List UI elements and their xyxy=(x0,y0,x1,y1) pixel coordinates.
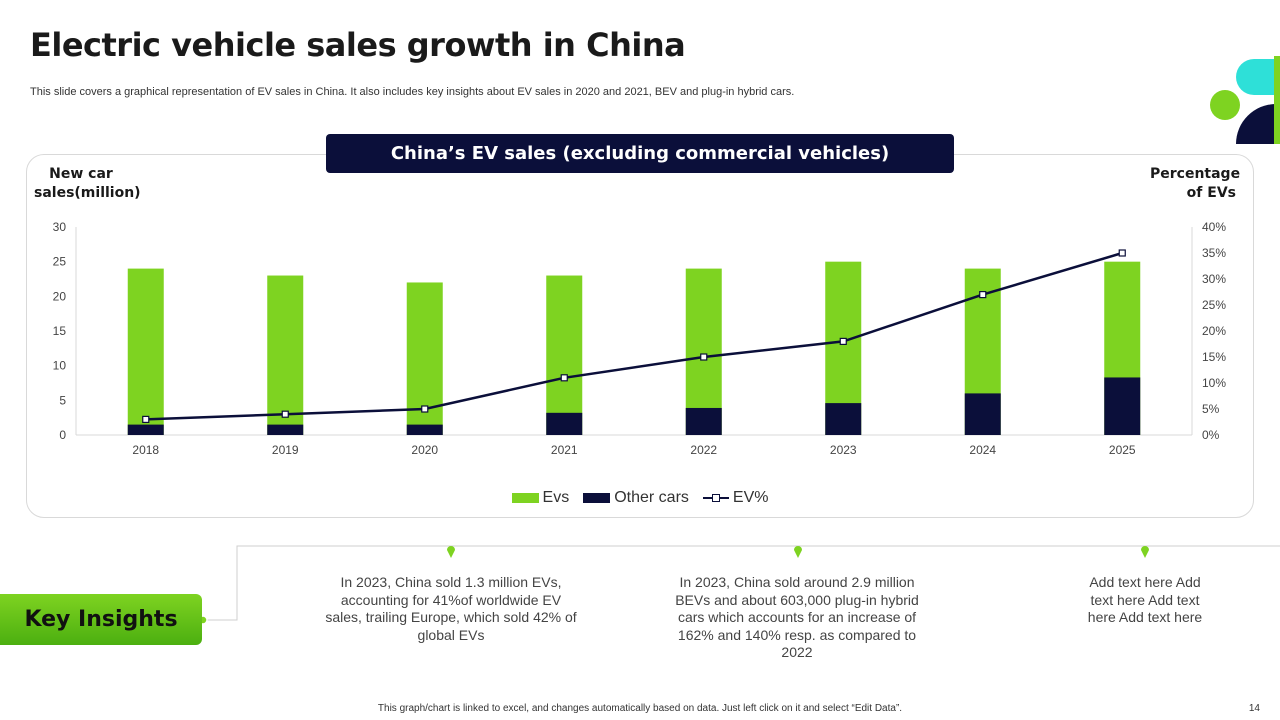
bar-other-cars xyxy=(546,412,583,435)
point-ev-percent xyxy=(839,337,847,345)
bar-other-cars xyxy=(127,424,164,435)
right-axis-title: Percentage of EVs xyxy=(1150,165,1241,203)
y-tick-label-left: 25 xyxy=(53,255,67,269)
y-tick-label-right: 20% xyxy=(1202,324,1226,338)
bar-evs xyxy=(685,268,722,435)
point-ev-percent xyxy=(1118,249,1126,257)
y-tick-label-right: 15% xyxy=(1202,350,1226,364)
x-tick-label: 2020 xyxy=(411,443,438,457)
y-tick-label-right: 40% xyxy=(1202,220,1226,234)
y-tick-label-right: 35% xyxy=(1202,246,1226,260)
point-ev-percent xyxy=(979,291,987,299)
point-ev-percent xyxy=(560,374,568,382)
x-tick-label: 2018 xyxy=(132,443,159,457)
chart-legend: Evs Other cars EV% xyxy=(0,489,1280,507)
point-ev-percent xyxy=(142,415,150,423)
x-tick-label: 2024 xyxy=(969,443,996,457)
legend-swatch xyxy=(702,493,729,503)
point-ev-percent xyxy=(700,353,708,361)
page-number: 14 xyxy=(1248,703,1260,714)
y-tick-label-left: 10 xyxy=(53,359,67,373)
left-axis-title-line: New car xyxy=(49,166,113,182)
bar-other-cars xyxy=(825,403,862,435)
right-axis-title-line: Percentage xyxy=(1150,166,1241,182)
bar-evs xyxy=(546,275,583,435)
right-axis-title-line: of EVs xyxy=(1186,185,1236,201)
key-insights-label: Key Insights xyxy=(0,594,202,645)
insight-text-3: Add text here Add text here Add text her… xyxy=(1087,574,1203,626)
left-axis-title-line: sales(million) xyxy=(34,185,141,201)
chart-title: China’s EV sales (excluding commercial v… xyxy=(326,134,954,173)
bar-other-cars xyxy=(685,407,722,435)
y-tick-label-left: 5 xyxy=(59,393,66,407)
y-tick-label-right: 5% xyxy=(1202,402,1220,416)
y-tick-label-left: 20 xyxy=(53,289,67,303)
corner-decoration xyxy=(1210,56,1280,144)
legend-label: EV% xyxy=(732,489,769,506)
legend-swatch xyxy=(583,493,611,503)
y-tick-label-left: 30 xyxy=(53,220,67,234)
left-axis-title: New car sales(million) xyxy=(34,165,141,203)
footer-note: This graph/chart is linked to excel, and… xyxy=(377,703,903,714)
y-tick-label-right: 30% xyxy=(1202,272,1226,286)
line-ev-percent xyxy=(145,251,1123,421)
x-tick-label: 2022 xyxy=(690,443,717,457)
point-ev-percent xyxy=(281,410,289,418)
bar-other-cars xyxy=(406,424,443,435)
page-title: Electric vehicle sales growth in China xyxy=(30,26,686,64)
legend-label: Other cars xyxy=(614,489,689,506)
bar-evs xyxy=(267,275,304,435)
insight-text-1: In 2023, China sold 1.3 million EVs, acc… xyxy=(325,574,577,643)
legend-item-ev-percent: EV% xyxy=(702,489,769,507)
legend-swatch xyxy=(511,493,539,503)
bar-other-cars xyxy=(964,393,1001,435)
point-ev-percent xyxy=(421,405,429,413)
chart-card xyxy=(26,154,1254,518)
x-tick-label: 2025 xyxy=(1109,443,1136,457)
legend-item-other-cars: Other cars xyxy=(583,489,689,507)
y-tick-label-left: 15 xyxy=(53,324,67,338)
y-tick-label-right: 0% xyxy=(1202,428,1220,442)
legend-label: Evs xyxy=(542,489,570,506)
x-tick-label: 2019 xyxy=(272,443,299,457)
y-tick-label-left: 0 xyxy=(59,428,66,442)
legend-item-evs: Evs xyxy=(511,489,570,507)
y-tick-label-right: 10% xyxy=(1202,376,1226,390)
bar-other-cars xyxy=(1104,377,1141,435)
bar-other-cars xyxy=(267,424,304,435)
page-subtitle: This slide covers a graphical representa… xyxy=(30,86,795,98)
x-tick-label: 2021 xyxy=(551,443,578,457)
bar-evs xyxy=(127,268,164,435)
y-tick-label-right: 25% xyxy=(1202,298,1226,312)
x-tick-label: 2023 xyxy=(830,443,857,457)
insight-text-2: In 2023, China sold around 2.9 million B… xyxy=(675,574,919,661)
